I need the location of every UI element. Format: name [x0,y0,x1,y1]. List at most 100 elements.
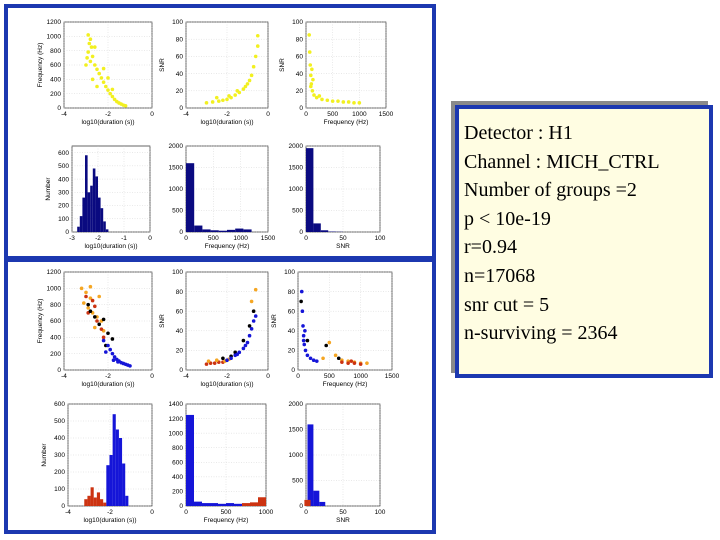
y-tick-label: 40 [288,328,296,335]
x-tick-label: -2 [105,111,111,118]
y-tick-label: 80 [176,289,184,296]
y-tick-label: 200 [54,469,65,476]
data-point [241,87,246,91]
data-point [255,44,260,48]
y-tick-label: 100 [284,269,295,276]
y-tick-label: 60 [296,54,304,61]
bar [105,229,109,232]
bar [258,497,266,506]
y-tick-label: 1000 [47,286,62,293]
data-point [247,78,252,83]
bar [313,223,321,232]
chart-2: -4 -2 0 0 20 40 60 80 100 log10(duration (s)) SNR [159,19,270,126]
data-point [110,94,115,99]
data-point [89,45,94,49]
data-point [110,351,115,356]
y-tick-label: 400 [50,335,61,342]
y-tick-label: 800 [172,445,183,452]
data-point [365,361,369,365]
x-tick-label: 0 [304,509,308,516]
x-axis-label: Frequency (Hz) [205,243,250,250]
x-tick-label: -2 [95,235,101,242]
data-point [95,84,99,89]
data-point [300,309,305,314]
y-tick-label: 400 [50,77,61,84]
x-tick-label: 500 [221,509,232,516]
data-point [79,286,84,291]
info-snr-cut: snr cut = 5 [464,293,550,316]
data-point [204,101,209,105]
info-groups: Number of groups =2 [464,179,637,202]
y-tick-label: 1000 [169,430,184,437]
bar [125,495,129,506]
data-point [106,331,110,336]
data-point [225,97,229,102]
plot-grid: -4 -2 0020040060080010001200log10(duration… [37,19,400,524]
x-tick-label: 500 [324,373,335,380]
y-tick-label: 0 [179,503,183,510]
y-tick-label: 300 [58,190,69,197]
data-point [88,37,93,41]
data-point [88,284,93,289]
data-point [302,342,307,347]
y-tick-label: 0 [57,105,61,112]
bar [319,501,326,506]
bar [100,499,104,506]
data-point [221,98,225,103]
bar [115,429,119,506]
data-point [204,362,209,366]
data-point [116,360,120,364]
chart-3: 0 500 1000 1500 0 20 40 60 80 100 Frequency (Hz) SN… [279,19,394,126]
data-point [97,322,101,327]
x-tick-label: 1500 [385,373,400,380]
y-axis-label: Frequency (Hz) [37,299,44,344]
data-point [249,327,254,331]
data-point [303,329,307,333]
data-point [315,359,319,363]
x-axis-label: log10(duration (s)) [81,381,134,388]
y-tick-label: 60 [288,308,296,315]
chart-4: -3 -2 -1 0 0 100 200 300 400 500 600 log10(duration… [45,145,152,250]
x-tick-label: -2 [224,111,230,118]
chart-11: 0 500 1000 0 200 400 600 800 1000 1200 1400 Frequen… [169,401,274,524]
data-point [86,302,90,307]
y-tick-label: 1000 [47,34,62,41]
data-point [87,41,92,46]
data-point [308,356,313,361]
y-axis-label: SNR [159,314,166,328]
x-tick-label: 1000 [352,111,367,118]
data-point [330,99,335,103]
x-axis-label: log10(duration (s)) [200,119,253,126]
data-point [346,361,350,365]
data-point [221,356,225,361]
plot-area [297,271,393,371]
data-point [249,73,254,78]
data-point [93,45,97,49]
bar [87,192,91,232]
y-tick-label: 1200 [47,19,62,26]
y-tick-label: 100 [58,216,69,223]
x-tick-label: 500 [208,235,219,242]
y-tick-label: 20 [288,348,296,355]
x-tick-label: 0 [296,373,300,380]
data-point [123,104,128,108]
chart-7: -4 -2 0 0 200 400 600 800 1000 1200 log10(duration… [37,269,154,388]
data-point [346,100,351,104]
data-point [309,84,313,89]
x-axis-label: log10(duration (s)) [84,243,137,250]
bar [243,229,252,232]
chart-8: -4 -2 0 0 20 40 60 80 100 log10(duration (s)) SNR [159,269,270,388]
data-point [253,54,258,59]
y-tick-label: 600 [50,318,61,325]
data-point [336,99,340,103]
data-point [241,338,246,343]
data-point [352,361,357,365]
bar [122,463,126,506]
bar [112,414,116,506]
x-tick-label: -2 [224,373,230,380]
bar [218,503,226,506]
bar [84,499,88,506]
data-point [311,358,316,363]
y-axis-label: Frequency (Hz) [37,43,44,88]
chart-5: 0 500 1000 1500 0 500 1000 1500 2000 Frequency (H… [169,143,276,250]
